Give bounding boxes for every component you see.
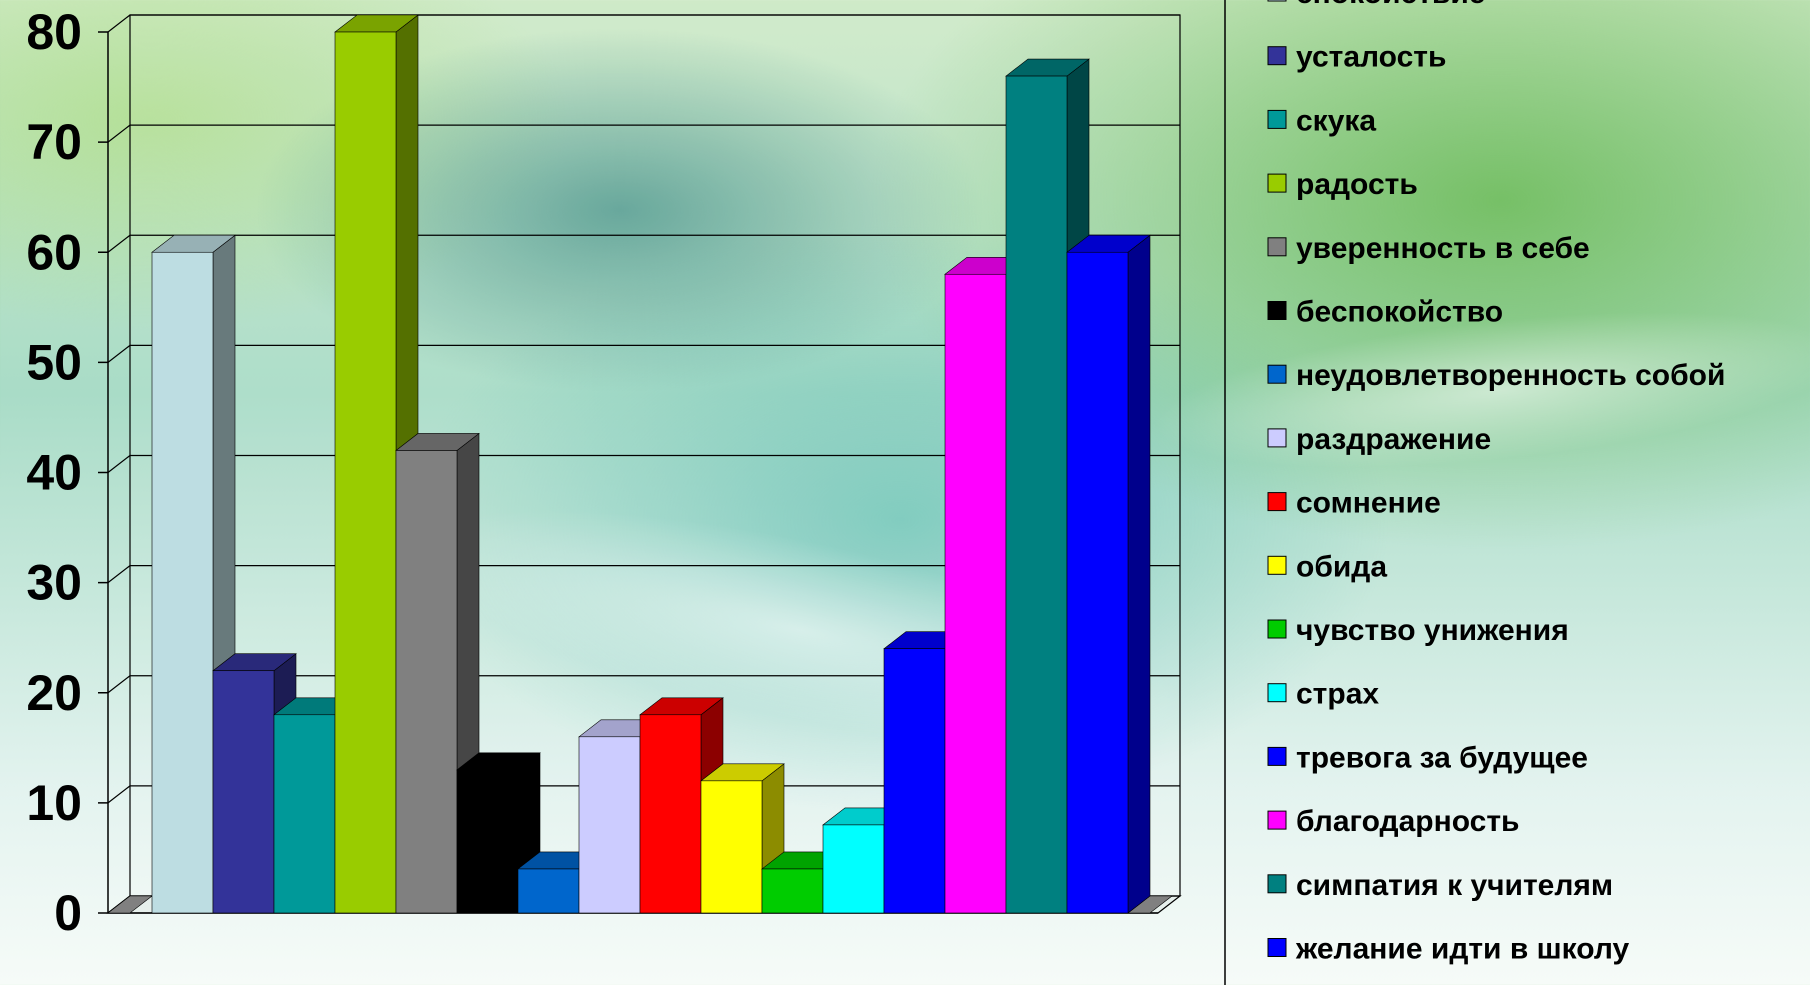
- bar-front: [944, 273, 1007, 914]
- bar-front: [517, 868, 580, 914]
- bar-front: [700, 780, 763, 914]
- y-tick-label: 0: [54, 885, 82, 941]
- legend-item: неудовлетворенность собой: [1267, 359, 1725, 392]
- legend-swatch: [1267, 364, 1287, 384]
- bar-front: [334, 31, 397, 914]
- legend-label: радость: [1296, 168, 1418, 201]
- legend-label: симпатия к учителям: [1296, 869, 1613, 902]
- bar: [456, 752, 541, 914]
- y-tick-label: 10: [26, 775, 82, 831]
- legend-label: неудовлетворенность собой: [1296, 359, 1725, 392]
- y-tick-label: 50: [26, 334, 82, 390]
- bar: [700, 763, 785, 914]
- legend-item: сомнение: [1267, 487, 1441, 520]
- y-tick-label: 70: [26, 114, 82, 170]
- y-tick-label: 80: [26, 4, 82, 60]
- legend-item: уверенность в себе: [1267, 232, 1590, 265]
- legend-item: тревога за будущее: [1267, 741, 1588, 774]
- y-axis: 0 10 20 30 40 50 60 70 80: [26, 4, 108, 941]
- legend-swatch: [1267, 555, 1287, 575]
- legend-item: симпатия к учителям: [1267, 869, 1613, 902]
- legend-label: желание идти в школу: [1295, 933, 1629, 966]
- y-tick-label: 20: [26, 665, 82, 721]
- bar-front: [395, 450, 458, 914]
- legend-item: радость: [1267, 168, 1418, 201]
- gridline-diagonal: [107, 234, 131, 253]
- legend-swatch: [1267, 237, 1287, 257]
- legend-label: спокойствие: [1296, 0, 1485, 10]
- legend-label: благодарность: [1296, 805, 1519, 838]
- legend-swatch: [1267, 0, 1287, 2]
- y-tick-label: 30: [26, 555, 82, 611]
- legend-swatch: [1267, 810, 1287, 830]
- bar-front: [639, 714, 702, 914]
- legend-label: чувство унижения: [1296, 614, 1569, 647]
- legend-item: спокойствие: [1267, 0, 1485, 10]
- legend-item: обида: [1267, 550, 1387, 583]
- legend-swatch: [1267, 683, 1287, 703]
- bar-front: [151, 251, 214, 914]
- legend-swatch: [1267, 874, 1287, 894]
- legend-label: беспокойство: [1296, 296, 1503, 329]
- bar-front: [1005, 75, 1068, 914]
- legend-label: скука: [1296, 104, 1376, 137]
- bar-front: [273, 714, 336, 914]
- gridline-diagonal: [107, 565, 131, 584]
- legend-swatch: [1267, 746, 1287, 766]
- legend-swatch: [1267, 428, 1287, 448]
- legend-label: тревога за будущее: [1296, 741, 1588, 774]
- bar-front: [761, 868, 824, 914]
- bar-front: [578, 736, 641, 914]
- legend-item: скука: [1267, 104, 1376, 137]
- bar-front: [1066, 251, 1129, 914]
- bar: [395, 432, 480, 914]
- bar-front: [822, 824, 885, 914]
- legend-item: беспокойство: [1267, 296, 1503, 329]
- legend-label: сомнение: [1296, 487, 1441, 520]
- gridline-diagonal: [107, 14, 131, 33]
- legend-swatch: [1267, 492, 1287, 512]
- legend-label: обида: [1296, 550, 1387, 583]
- legend-item: усталость: [1267, 41, 1446, 74]
- legend: спокойствие усталость скука радость уверенно…: [1224, 0, 1725, 985]
- legend-swatch: [1267, 301, 1287, 320]
- bar-front: [212, 670, 275, 914]
- gridline-diagonal: [107, 124, 131, 143]
- bar: [1066, 234, 1151, 914]
- legend-swatch: [1267, 46, 1287, 66]
- gridline-diagonal: [107, 675, 131, 694]
- bar-side: [1127, 234, 1151, 914]
- gridline-diagonal: [107, 455, 131, 473]
- y-tick-label: 60: [26, 224, 82, 280]
- legend-label: страх: [1296, 678, 1379, 711]
- legend-item: чувство унижения: [1267, 614, 1569, 647]
- legend-swatch: [1267, 173, 1287, 193]
- legend-item: раздражение: [1267, 423, 1491, 456]
- legend-item: желание идти в школу: [1267, 933, 1629, 966]
- legend-label: уверенность в себе: [1296, 232, 1590, 265]
- bar-front: [456, 769, 519, 914]
- bars: [107, 14, 1173, 914]
- legend-label: раздражение: [1296, 423, 1491, 456]
- gridline-diagonal: [107, 785, 131, 804]
- bar-front: [883, 648, 946, 914]
- legend-swatch: [1267, 938, 1287, 957]
- legend-item: благодарность: [1267, 805, 1519, 838]
- legend-item: страх: [1267, 678, 1379, 711]
- y-tick-label: 40: [26, 445, 82, 501]
- legend-swatch: [1267, 619, 1287, 639]
- gridline-diagonal: [107, 344, 131, 363]
- legend-swatch: [1267, 109, 1287, 129]
- legend-label: усталость: [1296, 41, 1446, 74]
